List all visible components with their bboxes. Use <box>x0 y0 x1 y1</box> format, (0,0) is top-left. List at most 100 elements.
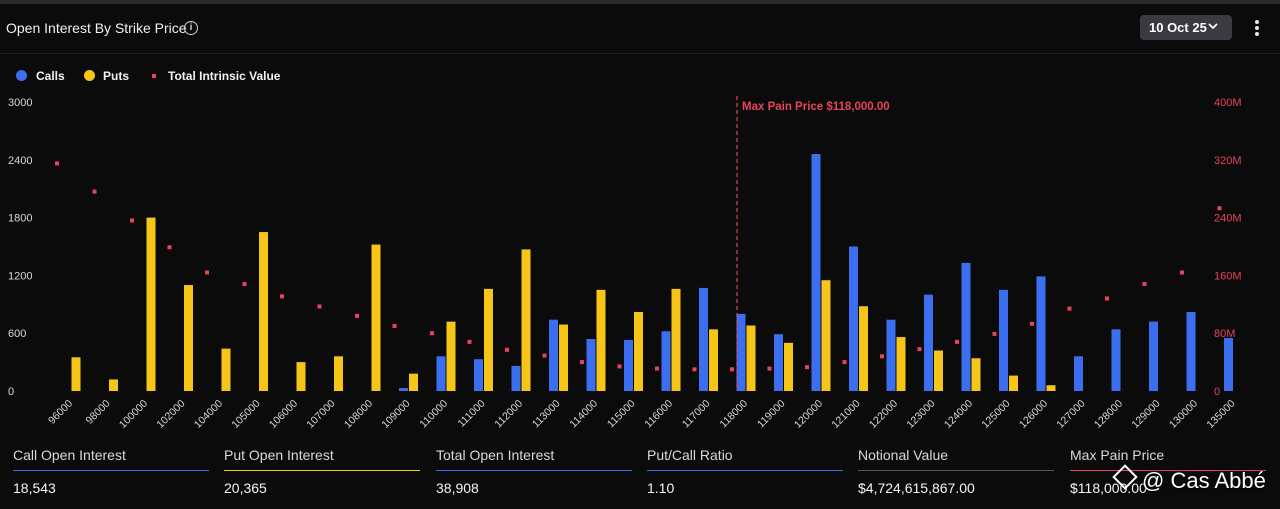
x-tick-label: 112000 <box>492 398 525 431</box>
page-title: Open Interest By Strike Price <box>6 20 187 36</box>
intrinsic-value-point <box>505 347 509 352</box>
calls-bar <box>1036 276 1046 391</box>
x-tick-label: 114000 <box>567 398 600 431</box>
x-tick-label: 124000 <box>942 398 975 431</box>
legend-label-puts: Puts <box>103 69 130 83</box>
intrinsic-value-point <box>355 313 359 318</box>
x-tick-label: 135000 <box>1204 398 1237 431</box>
stat-label: Put/Call Ratio <box>647 447 733 463</box>
intrinsic-value-point <box>917 347 922 352</box>
puts-bar <box>746 325 756 391</box>
puts-bar <box>146 217 156 391</box>
intrinsic-value-point <box>430 331 434 336</box>
x-tick-label: 104000 <box>192 398 225 431</box>
x-tick-label: 110000 <box>417 398 450 431</box>
top-border <box>0 0 1280 4</box>
x-tick-label: 105000 <box>229 398 262 431</box>
stat-underline <box>858 470 1054 471</box>
x-tick-label: 107000 <box>304 398 337 431</box>
calls-bar <box>624 339 633 391</box>
stat-label: Notional Value <box>858 447 949 463</box>
intrinsic-value-point <box>280 294 284 299</box>
calls-bar <box>1224 338 1233 391</box>
y-right-tick-label: 240M <box>1214 213 1242 225</box>
intrinsic-value-point <box>767 366 772 371</box>
y-left-tick-label: 1800 <box>8 213 32 225</box>
calls-bar <box>1111 329 1121 391</box>
x-tick-label: 119000 <box>755 398 788 431</box>
summary-stats: Call Open Interest 18,543 Put Open Inter… <box>0 444 1280 509</box>
open-interest-chart: 3000 2400 1800 1200 600 0 400M 320M 240M 160M 80M 0… <box>8 96 1242 431</box>
calls-bar <box>399 388 408 391</box>
y-left-tick-label: 1200 <box>8 270 32 282</box>
puts-bar <box>709 329 718 391</box>
puts-bar <box>559 324 568 391</box>
y-left-tick-label: 600 <box>8 328 26 340</box>
calls-bar <box>924 294 933 391</box>
watermark: @ Cas Abbé <box>1112 464 1266 494</box>
x-tick-label: 96000 <box>46 398 75 427</box>
intrinsic-value-point <box>1030 321 1034 326</box>
intrinsic-value-point <box>167 245 172 250</box>
puts-bar <box>521 249 531 391</box>
watermark-text: @ Cas Abbé <box>1142 468 1266 493</box>
date-selector-button[interactable]: 10 Oct 25 <box>1140 15 1232 40</box>
intrinsic-value-point <box>392 323 397 328</box>
x-tick-label: 126000 <box>1017 398 1050 431</box>
stat-label: Call Open Interest <box>13 447 126 463</box>
stat-total-open-interest: Total Open Interest 38,908 <box>436 444 632 496</box>
stat-underline <box>13 470 209 471</box>
stat-underline <box>436 470 632 471</box>
puts-bar <box>296 362 306 391</box>
y-left-tick-label: 2400 <box>8 155 32 167</box>
stat-label: Total Open Interest <box>436 447 555 463</box>
stat-value: 18,543 <box>13 480 56 496</box>
calls-bar <box>811 154 821 391</box>
intrinsic-value-point <box>130 218 134 223</box>
stat-value: $4,724,615,867.00 <box>858 480 975 496</box>
chevron-down-icon <box>1208 23 1218 30</box>
x-tick-label: 130000 <box>1167 398 1200 431</box>
x-tick-label: 128000 <box>1092 398 1125 431</box>
intrinsic-value-point <box>805 365 809 370</box>
calls-swatch <box>16 70 27 81</box>
intrinsic-value-point <box>317 304 322 309</box>
stat-put-open-interest: Put Open Interest 20,365 <box>224 444 420 496</box>
puts-bar <box>1046 385 1056 391</box>
intrinsic-value-point <box>467 339 472 344</box>
watermark-logo-icon <box>1112 464 1138 490</box>
puts-bar <box>71 357 81 391</box>
stat-value: $118,000.00 <box>1070 480 1147 496</box>
intrinsic-value-point <box>655 366 659 371</box>
y-right-tick-label: 320M <box>1214 155 1242 167</box>
stat-value: 20,365 <box>224 480 267 496</box>
puts-bar <box>409 373 418 391</box>
stat-put-call-ratio: Put/Call Ratio 1.10 <box>647 444 843 496</box>
x-tick-label: 98000 <box>83 398 112 427</box>
more-options-icon[interactable] <box>1250 19 1264 39</box>
puts-bar <box>896 337 906 391</box>
calls-bar <box>436 356 446 391</box>
calls-bar <box>1186 312 1196 391</box>
stat-label: Max Pain Price <box>1070 447 1165 463</box>
stat-call-open-interest: Call Open Interest 18,543 <box>13 444 209 496</box>
stat-value: 38,908 <box>436 480 479 496</box>
y-right-tick-label: 0 <box>1214 386 1220 398</box>
intrinsic-value-point <box>92 189 97 194</box>
intrinsic-value-point <box>617 364 622 369</box>
calls-bar <box>549 319 558 391</box>
intrinsic-value-point <box>580 360 584 365</box>
info-icon[interactable]: i <box>184 21 198 35</box>
puts-bar <box>259 232 268 391</box>
puts-swatch <box>84 70 95 81</box>
puts-bar <box>334 356 343 391</box>
calls-bar <box>961 262 971 391</box>
calls-bar <box>849 246 858 391</box>
stat-underline <box>1070 470 1266 471</box>
intrinsic-value-point <box>1067 306 1072 311</box>
stat-notional-value: Notional Value $4,724,615,867.00 <box>858 444 1054 496</box>
intrinsic-value-point <box>55 161 59 166</box>
intrinsic-value-point <box>842 360 847 365</box>
x-tick-label: 106000 <box>267 398 300 431</box>
max-pain-label: Max Pain Price $118,000.00 <box>742 101 890 113</box>
